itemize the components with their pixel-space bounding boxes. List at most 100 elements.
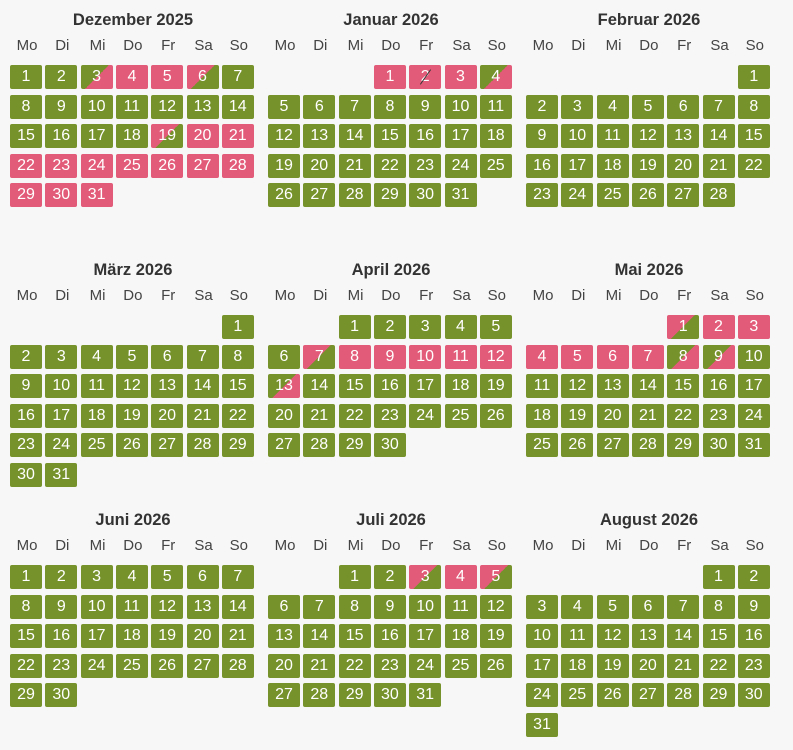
day-cell-available[interactable]: 7 — [221, 65, 254, 89]
day-cell-available[interactable]: 14 — [186, 374, 219, 398]
day-cell-available[interactable]: 25 — [596, 183, 629, 207]
day-cell-booked[interactable]: 4 — [444, 565, 477, 589]
day-cell-booked[interactable]: 28 — [221, 153, 254, 178]
day-cell-available[interactable]: 12 — [115, 374, 148, 398]
day-cell-available[interactable]: 22 — [737, 153, 770, 178]
day-cell-available[interactable]: 5 — [479, 315, 512, 339]
day-cell-available[interactable]: 17 — [45, 403, 78, 428]
day-cell-available[interactable]: 28 — [303, 683, 336, 707]
day-cell-checkin-day[interactable]: 13 — [268, 374, 300, 398]
day-cell-available[interactable]: 10 — [45, 374, 78, 398]
day-cell-available[interactable]: 17 — [444, 124, 477, 148]
day-cell-available[interactable]: 14 — [221, 94, 254, 119]
day-cell-booked[interactable]: 24 — [80, 153, 113, 178]
day-cell-checkout-day[interactable]: 5 — [479, 565, 512, 589]
day-cell-available[interactable]: 29 — [338, 683, 371, 707]
day-cell-available[interactable]: 7 — [303, 594, 336, 619]
day-cell-available[interactable]: 8 — [737, 94, 770, 119]
day-cell-available[interactable]: 16 — [409, 124, 442, 148]
day-cell-available[interactable]: 4 — [80, 344, 113, 369]
day-cell-available[interactable]: 10 — [444, 94, 477, 119]
day-cell-available[interactable]: 19 — [596, 653, 629, 678]
day-cell-available[interactable]: 5 — [115, 344, 148, 369]
day-cell-booked[interactable]: 2 — [702, 315, 735, 339]
day-cell-available[interactable]: 8 — [10, 94, 42, 119]
day-cell-available[interactable]: 23 — [737, 653, 770, 678]
day-cell-available[interactable]: 13 — [667, 124, 700, 148]
day-cell-available[interactable]: 16 — [373, 624, 406, 648]
day-cell-available[interactable]: 18 — [561, 653, 594, 678]
day-cell-booked[interactable]: 10 — [409, 344, 442, 369]
day-cell-available[interactable]: 9 — [45, 594, 78, 619]
day-cell-available[interactable]: 20 — [667, 153, 700, 178]
day-cell-available[interactable]: 6 — [631, 594, 664, 619]
day-cell-checkin-day[interactable]: 3 — [80, 65, 113, 89]
day-cell-available[interactable]: 12 — [268, 124, 300, 148]
day-cell-available[interactable]: 21 — [631, 403, 664, 428]
day-cell-available[interactable]: 3 — [526, 594, 558, 619]
day-cell-available[interactable]: 13 — [186, 94, 219, 119]
day-cell-available[interactable]: 17 — [409, 374, 442, 398]
day-cell-available[interactable]: 16 — [702, 374, 735, 398]
day-cell-available[interactable]: 2 — [737, 565, 770, 589]
day-cell-available[interactable]: 19 — [268, 153, 300, 178]
day-cell-available[interactable]: 19 — [479, 624, 512, 648]
day-cell-available[interactable]: 29 — [373, 183, 406, 207]
day-cell-booked[interactable]: 20 — [186, 124, 219, 148]
day-cell-available[interactable]: 1 — [221, 315, 254, 339]
day-cell-available[interactable]: 19 — [479, 374, 512, 398]
day-cell-available[interactable]: 15 — [338, 374, 371, 398]
day-cell-checkout-day[interactable]: 1 — [667, 315, 700, 339]
day-cell-booked[interactable]: 3 — [737, 315, 770, 339]
day-cell-checkin-day[interactable]: 9 — [702, 344, 735, 369]
day-cell-available[interactable]: 9 — [737, 594, 770, 619]
day-cell-available[interactable]: 21 — [702, 153, 735, 178]
day-cell-available[interactable]: 25 — [80, 433, 113, 457]
day-cell-available[interactable]: 3 — [409, 315, 442, 339]
day-cell-available[interactable]: 23 — [10, 433, 42, 457]
day-cell-available[interactable]: 10 — [561, 124, 594, 148]
day-cell-available[interactable]: 4 — [596, 94, 629, 119]
day-cell-available[interactable]: 24 — [409, 653, 442, 678]
day-cell-available[interactable]: 16 — [373, 374, 406, 398]
day-cell-available[interactable]: 14 — [702, 124, 735, 148]
day-cell-available[interactable]: 26 — [596, 683, 629, 707]
day-cell-available[interactable]: 9 — [526, 124, 558, 148]
day-cell-available[interactable]: 4 — [561, 594, 594, 619]
day-cell-available[interactable]: 14 — [338, 124, 371, 148]
day-cell-available[interactable]: 11 — [115, 94, 148, 119]
day-cell-booked[interactable]: 2 — [409, 65, 442, 89]
day-cell-available[interactable]: 17 — [561, 153, 594, 178]
day-cell-available[interactable]: 17 — [737, 374, 770, 398]
day-cell-available[interactable]: 11 — [596, 124, 629, 148]
day-cell-available[interactable]: 20 — [151, 403, 184, 428]
day-cell-available[interactable]: 22 — [338, 403, 371, 428]
day-cell-available[interactable]: 6 — [151, 344, 184, 369]
day-cell-available[interactable]: 21 — [303, 653, 336, 678]
day-cell-available[interactable]: 31 — [444, 183, 477, 207]
day-cell-available[interactable]: 22 — [667, 403, 700, 428]
day-cell-available[interactable]: 20 — [268, 403, 300, 428]
day-cell-available[interactable]: 29 — [221, 433, 254, 457]
day-cell-booked[interactable]: 26 — [151, 153, 184, 178]
day-cell-available[interactable]: 19 — [115, 403, 148, 428]
day-cell-available[interactable]: 13 — [303, 124, 336, 148]
day-cell-checkout-day[interactable]: 7 — [303, 344, 336, 369]
day-cell-available[interactable]: 1 — [10, 65, 42, 89]
day-cell-available[interactable]: 27 — [303, 183, 336, 207]
day-cell-available[interactable]: 18 — [444, 374, 477, 398]
day-cell-available[interactable]: 18 — [115, 624, 148, 648]
day-cell-checkin-day[interactable]: 4 — [479, 65, 512, 89]
day-cell-available[interactable]: 7 — [338, 94, 371, 119]
day-cell-booked[interactable]: 5 — [151, 65, 184, 89]
day-cell-available[interactable]: 30 — [409, 183, 442, 207]
day-cell-available[interactable]: 13 — [186, 594, 219, 619]
day-cell-available[interactable]: 1 — [338, 565, 371, 589]
day-cell-available[interactable]: 23 — [702, 403, 735, 428]
day-cell-available[interactable]: 3 — [561, 94, 594, 119]
day-cell-available[interactable]: 22 — [221, 403, 254, 428]
day-cell-available[interactable]: 8 — [10, 594, 42, 619]
day-cell-available[interactable]: 24 — [45, 433, 78, 457]
day-cell-available[interactable]: 1 — [10, 565, 42, 589]
day-cell-available[interactable]: 12 — [596, 624, 629, 648]
